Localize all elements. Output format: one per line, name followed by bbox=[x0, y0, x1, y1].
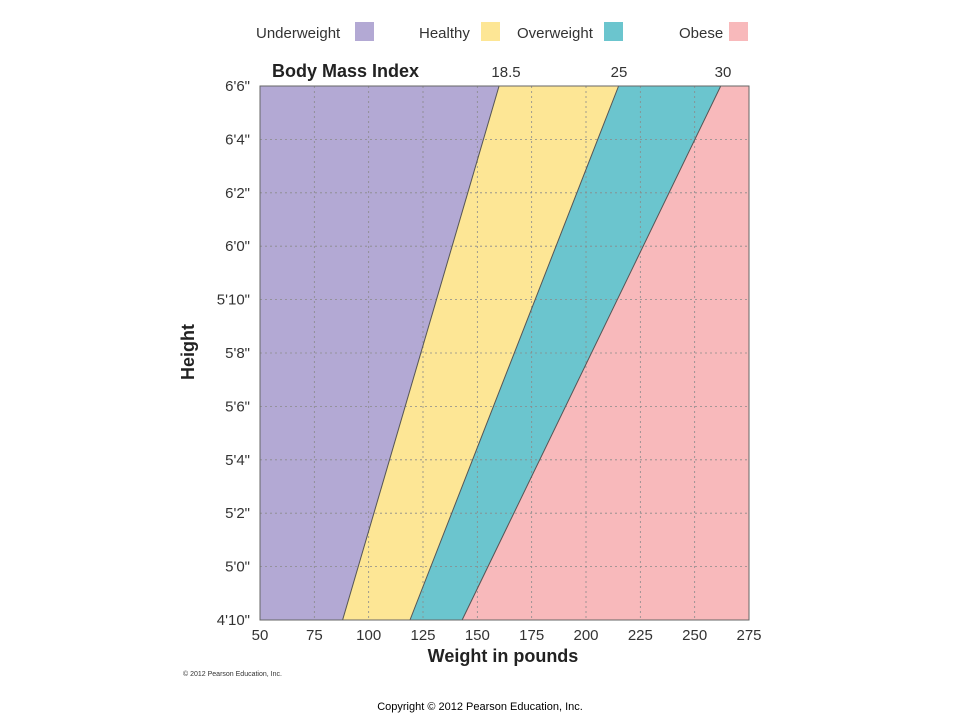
small-copyright: © 2012 Pearson Education, Inc. bbox=[183, 671, 282, 678]
x-axis-ticks: 50 75 100 125 150 175 200 225 250 275 bbox=[252, 627, 762, 644]
y-axis-title: Height bbox=[178, 324, 198, 380]
x-tick-label: 75 bbox=[306, 627, 323, 644]
chart-title: Body Mass Index bbox=[272, 61, 419, 81]
y-axis-ticks: 4'10" 5'0" 5'2" 5'4" 5'6" 5'8" 5'10" 6'0" 6'2" 6'… bbox=[217, 78, 250, 629]
y-tick-label: 5'4" bbox=[225, 452, 250, 469]
region-underweight bbox=[260, 86, 500, 620]
plot-frame bbox=[259, 85, 750, 621]
y-tick-label: 5'6" bbox=[225, 398, 250, 415]
bmi-threshold-labels: 18.5 25 30 bbox=[491, 64, 731, 81]
y-tick-label: 5'0" bbox=[225, 559, 250, 576]
legend-label-healthy: Healthy bbox=[419, 25, 470, 42]
y-tick-label: 6'0" bbox=[225, 238, 250, 255]
x-tick-label: 225 bbox=[628, 627, 653, 644]
x-tick-label: 175 bbox=[519, 627, 544, 644]
x-tick-label: 275 bbox=[736, 627, 761, 644]
x-tick-label: 50 bbox=[252, 627, 269, 644]
legend-label-overweight: Overweight bbox=[517, 25, 594, 42]
legend: Underweight Healthy Overweight Obese bbox=[256, 22, 748, 42]
x-tick-label: 125 bbox=[410, 627, 435, 644]
y-tick-label: 5'8" bbox=[225, 345, 250, 362]
y-tick-label: 6'2" bbox=[225, 185, 250, 202]
x-tick-label: 100 bbox=[356, 627, 381, 644]
x-axis-title: Weight in pounds bbox=[428, 646, 579, 666]
y-tick-label: 5'2" bbox=[225, 505, 250, 522]
x-tick-label: 250 bbox=[682, 627, 707, 644]
legend-swatch-obese bbox=[729, 22, 748, 41]
chart-grid bbox=[260, 86, 749, 620]
y-tick-label: 6'4" bbox=[225, 131, 250, 148]
legend-label-obese: Obese bbox=[679, 25, 723, 42]
legend-label-underweight: Underweight bbox=[256, 25, 341, 42]
bmi-label-30: 30 bbox=[715, 64, 732, 81]
legend-swatch-healthy bbox=[481, 22, 500, 41]
bmi-label-18.5: 18.5 bbox=[491, 64, 520, 81]
bmi-label-25: 25 bbox=[611, 64, 628, 81]
legend-swatch-overweight bbox=[604, 22, 623, 41]
y-tick-label: 6'6" bbox=[225, 78, 250, 95]
x-tick-label: 150 bbox=[465, 627, 490, 644]
footer-copyright: Copyright © 2012 Pearson Education, Inc. bbox=[377, 701, 583, 713]
bmi-boundary-30 bbox=[461, 85, 722, 621]
x-tick-label: 200 bbox=[573, 627, 598, 644]
bmi-boundaries bbox=[342, 85, 722, 621]
bmi-boundary-25 bbox=[409, 85, 620, 621]
legend-swatch-underweight bbox=[355, 22, 374, 41]
bmi-boundary-18.5 bbox=[342, 85, 500, 621]
y-tick-label: 4'10" bbox=[217, 612, 250, 629]
y-tick-label: 5'10" bbox=[217, 292, 250, 309]
